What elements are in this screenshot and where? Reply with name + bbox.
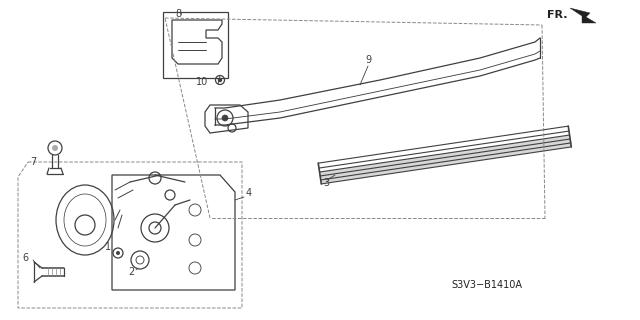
- Text: 1: 1: [105, 242, 111, 252]
- Circle shape: [52, 145, 58, 151]
- Text: FR.: FR.: [547, 10, 568, 20]
- Text: 4: 4: [246, 188, 252, 198]
- Text: 9: 9: [365, 55, 371, 65]
- Text: 3: 3: [323, 178, 329, 188]
- Polygon shape: [570, 8, 596, 23]
- Circle shape: [222, 115, 228, 121]
- Text: 6: 6: [22, 253, 28, 263]
- Text: 2: 2: [128, 267, 134, 277]
- Text: S3V3−B1410A: S3V3−B1410A: [451, 280, 522, 290]
- Text: 7: 7: [30, 157, 36, 167]
- Polygon shape: [319, 135, 572, 184]
- Text: 8: 8: [175, 9, 181, 19]
- Circle shape: [116, 251, 120, 255]
- Text: 10: 10: [196, 77, 208, 87]
- Circle shape: [218, 78, 221, 82]
